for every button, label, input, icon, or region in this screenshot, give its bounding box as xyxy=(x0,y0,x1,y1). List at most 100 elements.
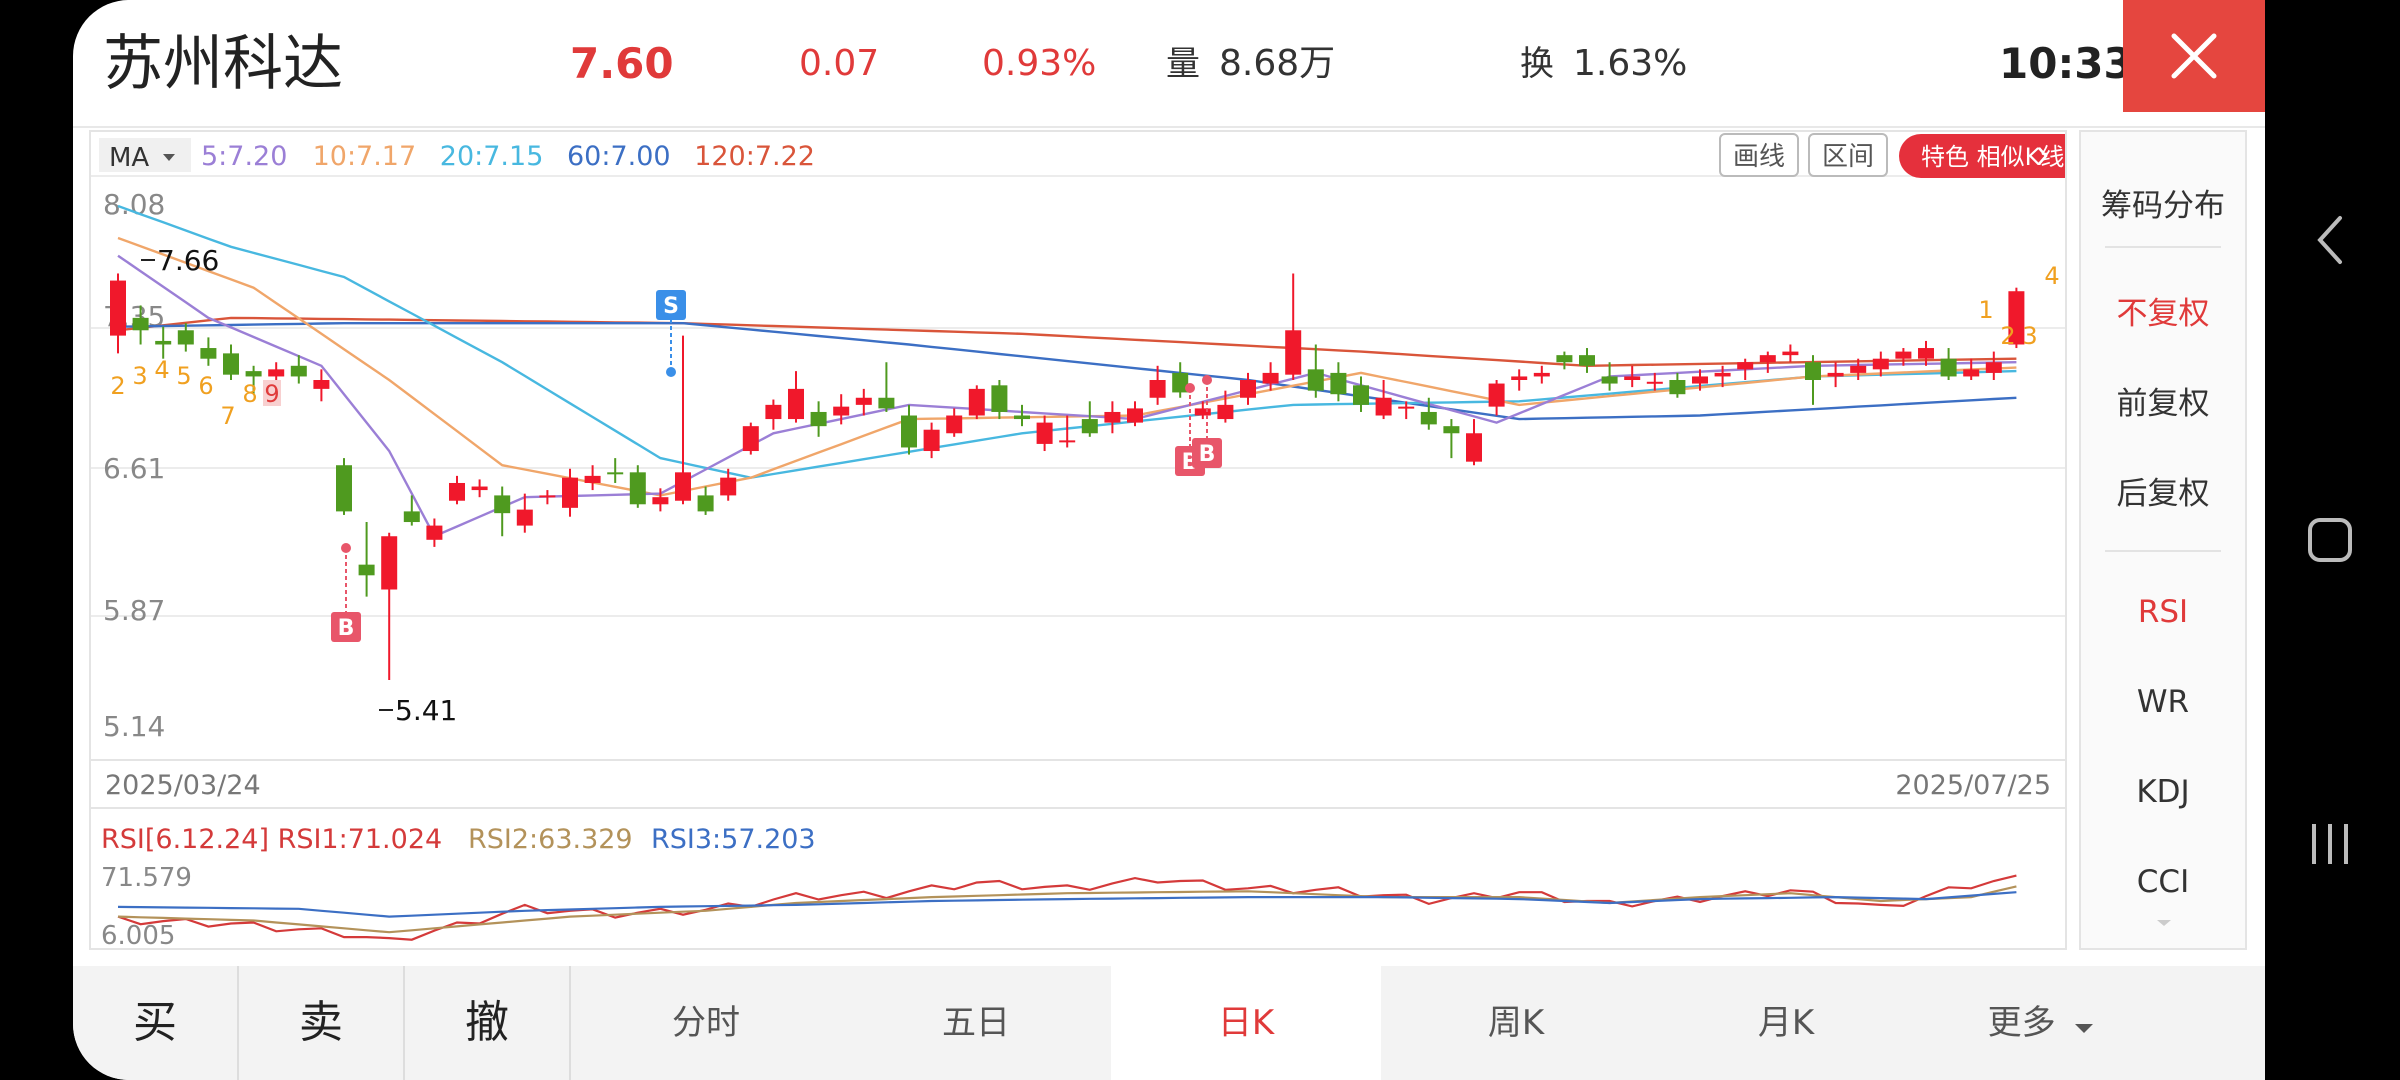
max-price-marker: 7.66 xyxy=(141,244,219,277)
tab-daily-k[interactable]: 日K xyxy=(1111,966,1381,1080)
min-price-marker: 5.41 xyxy=(379,694,457,727)
candle-down xyxy=(223,353,239,375)
cci-indicator-button[interactable]: CCI xyxy=(2136,864,2190,900)
candle-up xyxy=(1149,380,1166,398)
rsi-indicator-button[interactable]: RSI xyxy=(2137,594,2189,630)
td-count: 5 xyxy=(176,362,191,390)
candle-down xyxy=(200,348,217,359)
candle-down xyxy=(607,472,624,475)
y-tick: 5.14 xyxy=(103,710,165,743)
ma-selector[interactable] xyxy=(99,138,191,172)
ma-line xyxy=(117,254,2017,538)
y-axis-labels: 8.08 7.35 6.61 5.87 5.14 xyxy=(103,188,165,743)
last-price: 7.60 xyxy=(570,39,674,88)
candle-up xyxy=(788,388,804,420)
candle-up xyxy=(1398,406,1415,409)
candle-up xyxy=(449,482,465,501)
forward-adjust-button[interactable]: 前复权 xyxy=(2116,386,2210,422)
rsi1-legend: RSI[6.12.24] RSI1:71.024 xyxy=(101,824,442,855)
turnover-label: 换 xyxy=(1520,44,1554,84)
candle-down xyxy=(1805,362,1821,380)
tab-monthly-k[interactable]: 月K xyxy=(1757,1003,1815,1043)
td-count: 9 xyxy=(264,380,279,408)
candle-up xyxy=(426,525,443,540)
tab-intraday[interactable]: 分时 xyxy=(672,1003,740,1043)
td-count: 6 xyxy=(198,372,213,400)
close-icon xyxy=(2171,33,2217,79)
candle-down xyxy=(290,365,307,377)
rsi-line xyxy=(117,885,2017,934)
date-start: 2025/03/24 xyxy=(105,770,261,801)
candle-up xyxy=(1963,369,1980,377)
range-label: 区间 xyxy=(1822,142,1874,172)
y-tick: 6.61 xyxy=(103,452,165,485)
candle-down xyxy=(1940,358,1957,377)
divider xyxy=(237,966,239,1080)
candle-down xyxy=(878,397,895,409)
kline-chart[interactable]: MA 5:7.20 10:7.17 20:7.15 60:7.00 120:7.22 画… xyxy=(91,132,2065,948)
candle-down xyxy=(132,317,149,331)
ma-legend: 5:7.20 10:7.17 20:7.15 60:7.00 120:7.22 xyxy=(201,141,815,172)
td-count: 8 xyxy=(242,380,257,408)
wr-indicator-button[interactable]: WR xyxy=(2136,684,2190,720)
rsi-line xyxy=(117,874,2017,941)
no-adjust-button[interactable]: 不复权 xyxy=(2116,296,2210,332)
chevron-down-icon xyxy=(2075,1024,2094,1033)
similar-kline-button[interactable]: 特色 相似K线 xyxy=(1899,134,2065,178)
divider xyxy=(2105,246,2221,248)
td-counts-left: 2 3 4 5 678 9 xyxy=(110,356,281,430)
candle-down xyxy=(1014,415,1030,420)
candle-up xyxy=(1488,383,1505,407)
sell-button[interactable]: 卖 xyxy=(299,997,343,1048)
candle-up xyxy=(1646,381,1663,384)
rsi2-legend: RSI2:63.329 xyxy=(468,824,633,855)
candle-down xyxy=(1307,369,1324,391)
candle-up xyxy=(539,495,556,498)
td-count: 1 xyxy=(1978,296,1993,324)
ma-dropdown-icon xyxy=(163,154,175,161)
candle-up xyxy=(720,477,737,496)
recents-nav-icon[interactable] xyxy=(2308,820,2352,868)
divider xyxy=(569,966,571,1080)
signal-label: B xyxy=(338,616,355,641)
ma-lines xyxy=(117,204,2017,538)
candle-down xyxy=(177,330,194,345)
kline-chart-frame[interactable]: MA 5:7.20 10:7.17 20:7.15 60:7.00 120:7.22 画… xyxy=(89,130,2067,950)
back-nav-icon[interactable] xyxy=(2312,212,2348,268)
candle-up xyxy=(584,475,601,483)
candle-down xyxy=(1330,372,1347,395)
draw-line-button[interactable]: 画线 xyxy=(1719,133,1799,177)
candle-up xyxy=(675,472,691,501)
candle-down xyxy=(991,385,1008,412)
td-count-highlight xyxy=(263,380,281,406)
stock-name: 苏州科达 xyxy=(103,29,343,99)
close-button[interactable] xyxy=(2123,0,2265,112)
buy-button[interactable]: 买 xyxy=(133,997,177,1048)
signal-badge xyxy=(331,612,361,642)
candle-up xyxy=(765,404,782,420)
tab-five-day[interactable]: 五日 xyxy=(942,1003,1010,1043)
tab-more[interactable]: 更多 xyxy=(1921,966,2161,1080)
candle-up xyxy=(1375,397,1392,416)
candle-up xyxy=(1827,372,1844,377)
td-count: 3 xyxy=(132,362,147,390)
candle-up xyxy=(268,369,285,377)
ma-legend-item: 120:7.22 xyxy=(694,141,815,172)
candle-up xyxy=(1624,376,1641,380)
candle-down xyxy=(1353,385,1369,405)
candle-down xyxy=(1172,372,1189,393)
tab-more-label: 更多 xyxy=(1987,1003,2056,1043)
candle-up xyxy=(742,426,759,452)
home-nav-icon[interactable] xyxy=(2306,516,2354,564)
stock-detail-card: 苏州科达 7.60 0.07 0.93% 量 8.68万 换 1.63% 10:… xyxy=(73,0,2265,1080)
ma-legend-item: 60:7.00 xyxy=(567,141,671,172)
price-change-percent: 0.93% xyxy=(982,43,1097,84)
backward-adjust-button[interactable]: 后复权 xyxy=(2116,476,2210,512)
kdj-indicator-button[interactable]: KDJ xyxy=(2136,774,2190,810)
draw-line-label: 画线 xyxy=(1733,142,1785,172)
tab-weekly-k[interactable]: 周K xyxy=(1487,1003,1545,1043)
candle-up xyxy=(652,497,669,505)
chip-distribution-button[interactable]: 筹码分布 xyxy=(2101,188,2225,224)
range-button[interactable]: 区间 xyxy=(1808,133,1888,177)
cancel-order-button[interactable]: 撤 xyxy=(465,997,509,1048)
